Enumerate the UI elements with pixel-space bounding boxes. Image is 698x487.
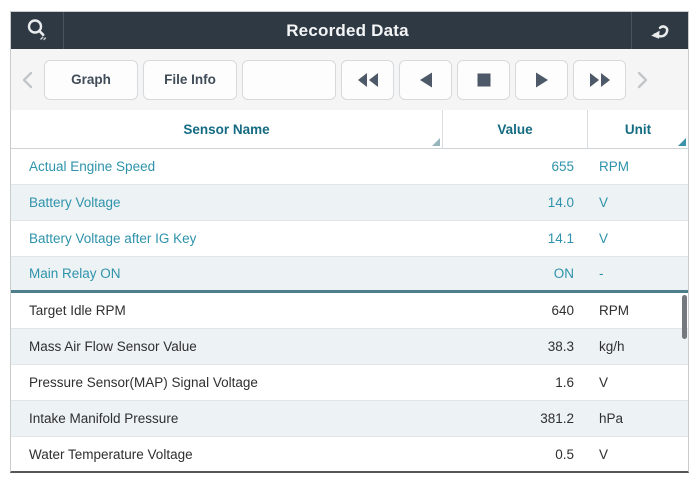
table-body: Actual Engine Speed 655 RPM Battery Volt…	[11, 149, 688, 471]
fast-forward-button[interactable]	[573, 59, 626, 100]
column-resize-icon[interactable]	[678, 138, 686, 146]
value-cell: ON	[553, 266, 574, 281]
value-cell: 14.1	[547, 231, 574, 246]
sensor-name-cell: Actual Engine Speed	[29, 159, 156, 174]
play-icon	[532, 71, 552, 89]
triangle-left-icon	[416, 71, 436, 89]
sensor-name-cell: Intake Manifold Pressure	[29, 411, 179, 426]
table-row[interactable]: Pressure Sensor(MAP) Signal Voltage 1.6 …	[11, 365, 688, 401]
column-header-label: Sensor Name	[183, 121, 270, 137]
table-row[interactable]: Target Idle RPM 640 RPM	[11, 293, 688, 329]
unit-cell: -	[599, 266, 604, 281]
column-resize-icon[interactable]	[432, 138, 440, 146]
app-titlebar: Recorded Data	[11, 12, 688, 49]
table-row[interactable]: Actual Engine Speed 655 RPM	[11, 149, 688, 185]
return-arrow-icon	[648, 19, 672, 43]
column-header-label: Value	[497, 121, 533, 137]
file-info-button[interactable]: File Info	[143, 59, 237, 100]
stop-icon	[475, 71, 493, 89]
toolbar: Graph File Info	[11, 49, 688, 110]
value-cell: 640	[551, 303, 574, 318]
sensor-name-cell: Water Temperature Voltage	[29, 447, 193, 462]
table-row[interactable]: Water Temperature Voltage 0.5 V	[11, 437, 688, 471]
table-header-row: Sensor Name Value Unit	[11, 110, 688, 149]
chevron-right-icon	[632, 68, 652, 92]
table-row[interactable]: Main Relay ON ON -	[11, 257, 688, 293]
play-button[interactable]	[515, 59, 568, 100]
column-header-unit[interactable]: Unit	[588, 110, 688, 148]
unit-cell: kg/h	[599, 339, 625, 354]
value-cell: 14.0	[547, 195, 574, 210]
graph-button[interactable]: Graph	[44, 59, 138, 100]
recorded-data-panel: Recorded Data Graph File	[10, 11, 689, 473]
value-cell: 0.5	[555, 447, 574, 462]
fast-forward-icon	[587, 71, 613, 89]
table-row[interactable]: Mass Air Flow Sensor Value 38.3 kg/h	[11, 329, 688, 365]
column-header-value[interactable]: Value	[443, 110, 588, 148]
sensor-name-cell: Battery Voltage after IG Key	[29, 231, 197, 246]
chevron-left-icon	[18, 68, 38, 92]
prev-page-chevron[interactable]	[17, 68, 39, 92]
search-button[interactable]	[11, 12, 64, 49]
scrollbar-thumb[interactable]	[682, 295, 687, 339]
step-back-button[interactable]	[399, 59, 452, 100]
return-button[interactable]	[631, 12, 688, 49]
rewind-icon	[355, 71, 381, 89]
unit-cell: V	[599, 447, 609, 462]
unit-cell: RPM	[599, 303, 629, 318]
sensor-name-cell: Main Relay ON	[29, 266, 121, 281]
sensor-name-cell: Battery Voltage	[29, 195, 121, 210]
empty-slot-button[interactable]	[242, 59, 336, 100]
unit-cell: V	[599, 231, 609, 246]
unit-cell: V	[599, 195, 609, 210]
value-cell: 655	[551, 159, 574, 174]
next-page-chevron[interactable]	[631, 68, 653, 92]
table-row[interactable]: Intake Manifold Pressure 381.2 hPa	[11, 401, 688, 437]
sensor-name-cell: Target Idle RPM	[29, 303, 126, 318]
value-cell: 38.3	[547, 339, 574, 354]
page-title: Recorded Data	[286, 20, 409, 40]
value-cell: 1.6	[555, 375, 574, 390]
table-row[interactable]: Battery Voltage 14.0 V	[11, 185, 688, 221]
unit-cell: RPM	[599, 159, 629, 174]
unit-cell: hPa	[599, 411, 624, 426]
table-row[interactable]: Battery Voltage after IG Key 14.1 V	[11, 221, 688, 257]
sensor-name-cell: Pressure Sensor(MAP) Signal Voltage	[29, 375, 258, 390]
sensor-name-cell: Mass Air Flow Sensor Value	[29, 339, 197, 354]
value-cell: 381.2	[540, 411, 574, 426]
column-header-sensor-name[interactable]: Sensor Name	[11, 110, 443, 148]
stop-button[interactable]	[457, 59, 510, 100]
rewind-button[interactable]	[341, 59, 394, 100]
unit-cell: V	[599, 375, 609, 390]
column-header-label: Unit	[624, 121, 652, 137]
search-icon	[24, 17, 51, 44]
